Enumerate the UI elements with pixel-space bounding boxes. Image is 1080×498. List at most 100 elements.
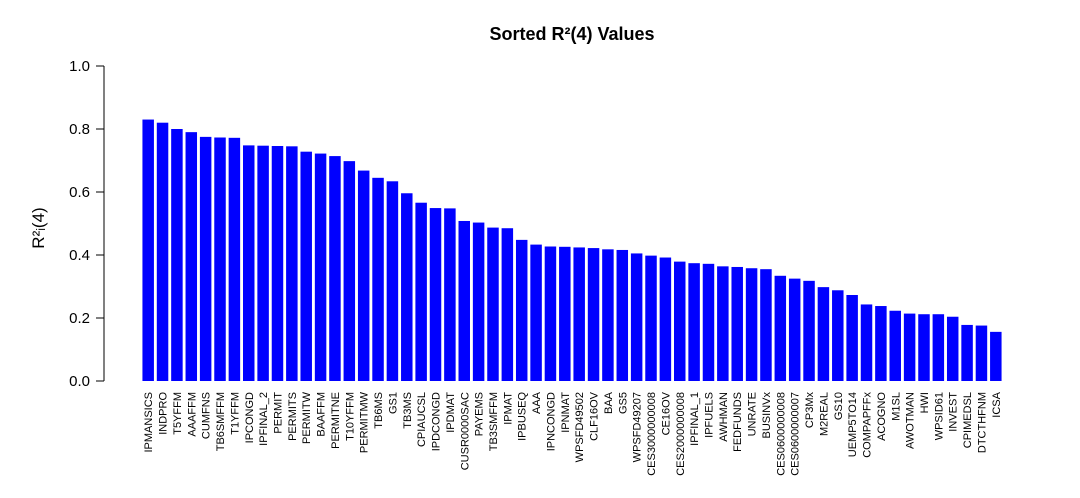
x-category-label: WPSID61 [933, 392, 945, 440]
bar [386, 181, 399, 381]
x-category-label: IPMANSICS [143, 392, 155, 453]
x-category-label: PERMITS [287, 392, 299, 441]
x-category-label: CLF16OV [589, 391, 601, 441]
bar [990, 331, 1002, 381]
x-category-label: PERMITMW [359, 391, 371, 453]
bar [774, 275, 787, 381]
y-axis: 0.0 0.2 0.4 0.6 0.8 1.0 [69, 58, 105, 390]
x-category-label: GS10 [833, 392, 845, 420]
bar [961, 324, 973, 381]
y-axis-label: R²ᵢ(4) [29, 207, 48, 248]
bar [401, 193, 413, 381]
x-category-label: COMPAPFFx [862, 392, 874, 458]
bars [142, 119, 1002, 382]
x-category-label: IPFINAL_1 [689, 392, 701, 446]
bar [530, 244, 542, 381]
x-category-label: CPIMEDSL [962, 392, 974, 448]
bar [717, 266, 729, 381]
bar [429, 208, 442, 381]
x-category-label: CE16OV [660, 391, 672, 435]
bar [156, 122, 169, 381]
x-category-label: IPCONGD [244, 392, 256, 443]
bar [918, 314, 930, 381]
bar [688, 263, 700, 381]
x-category-label: CES0600000008 [775, 392, 787, 476]
x-category-label: CUMFNS [201, 392, 213, 439]
x-category-label: IPFINAL_2 [258, 392, 270, 446]
bar [903, 313, 916, 381]
bar [444, 208, 456, 381]
bar [788, 278, 801, 382]
bar [674, 261, 686, 381]
bar [415, 202, 427, 381]
bar [329, 156, 341, 381]
x-category-label: IPFUELS [703, 392, 715, 438]
bar [257, 145, 269, 381]
bar [357, 170, 370, 381]
x-category-label: T10YFFM [344, 392, 356, 441]
x-category-label: GS1 [387, 392, 399, 414]
bar [975, 325, 988, 381]
x-category-label: TB6SMFFM [215, 392, 227, 451]
x-category-label: UEMP5TO14 [847, 392, 859, 457]
bar [214, 137, 226, 381]
x-category-label: AWHMAN [718, 392, 730, 442]
y-tick-label: 0.8 [69, 121, 90, 138]
x-category-label: TB6MS [373, 392, 385, 429]
x-category-label: CES3000000008 [646, 392, 658, 476]
bar [817, 287, 830, 381]
y-tick-label: 0.0 [69, 373, 90, 390]
bar [142, 119, 154, 382]
x-category-label: GS5 [617, 392, 629, 414]
bar [832, 290, 844, 381]
x-category-label: BAA [603, 391, 615, 414]
x-category-label: CPIAUCSL [416, 392, 428, 447]
bar [659, 257, 672, 381]
bar [314, 153, 327, 381]
bar [199, 136, 212, 382]
bar [860, 304, 873, 381]
bar [702, 263, 715, 381]
x-category-label: WPSFD49502 [574, 392, 586, 462]
x-category-label: ACOGNO [876, 392, 888, 441]
x-category-label: PERMIT [272, 392, 284, 434]
bar [932, 314, 945, 381]
bar [745, 268, 758, 381]
bar [875, 306, 887, 381]
x-category-label: INDPRO [158, 392, 170, 435]
x-category-label: IPBUSEQ [517, 392, 529, 441]
x-category-label: IPNMAT [560, 392, 572, 433]
x-category-label: M2REAL [818, 392, 830, 436]
x-category-label: IPDCONGD [431, 392, 443, 451]
x-category-label: CP3Mx [804, 392, 816, 429]
x-category-label: DTCTHFNM [976, 392, 988, 453]
y-tick-label: 0.2 [69, 310, 90, 327]
x-category-label: PERMITW [301, 391, 313, 444]
x-category-label: WPSFD49207 [632, 392, 644, 462]
x-category-label: CUSR0000SAC [459, 392, 471, 470]
x-category-label: M1SL [890, 392, 902, 421]
bar [300, 151, 312, 381]
bar [343, 161, 356, 381]
x-category-label: INVEST [948, 392, 960, 432]
bar [458, 220, 470, 381]
category-labels: IPMANSICS INDPRO T5YFFM AAAFFM CUMFNS TB6SMFF… [143, 391, 1003, 475]
x-category-label: AAAFFM [186, 392, 198, 437]
y-tick-label: 0.4 [69, 247, 90, 264]
x-category-label: TB3SMFFM [488, 392, 500, 451]
bar [501, 228, 514, 381]
x-category-label: IPDMAT [445, 392, 457, 433]
bar [602, 249, 614, 381]
bar [243, 145, 255, 381]
bar [630, 253, 643, 381]
x-category-label: TB3MS [402, 392, 414, 429]
x-category-label: HWI [919, 392, 931, 413]
x-category-label: BAAFFM [316, 392, 328, 437]
bar [760, 269, 772, 381]
x-category-label: FEDFUNDS [732, 392, 744, 452]
x-category-label: ICSA [991, 391, 1003, 417]
bar [171, 129, 183, 381]
x-category-label: PERMITNE [330, 392, 342, 449]
bar [228, 137, 241, 381]
